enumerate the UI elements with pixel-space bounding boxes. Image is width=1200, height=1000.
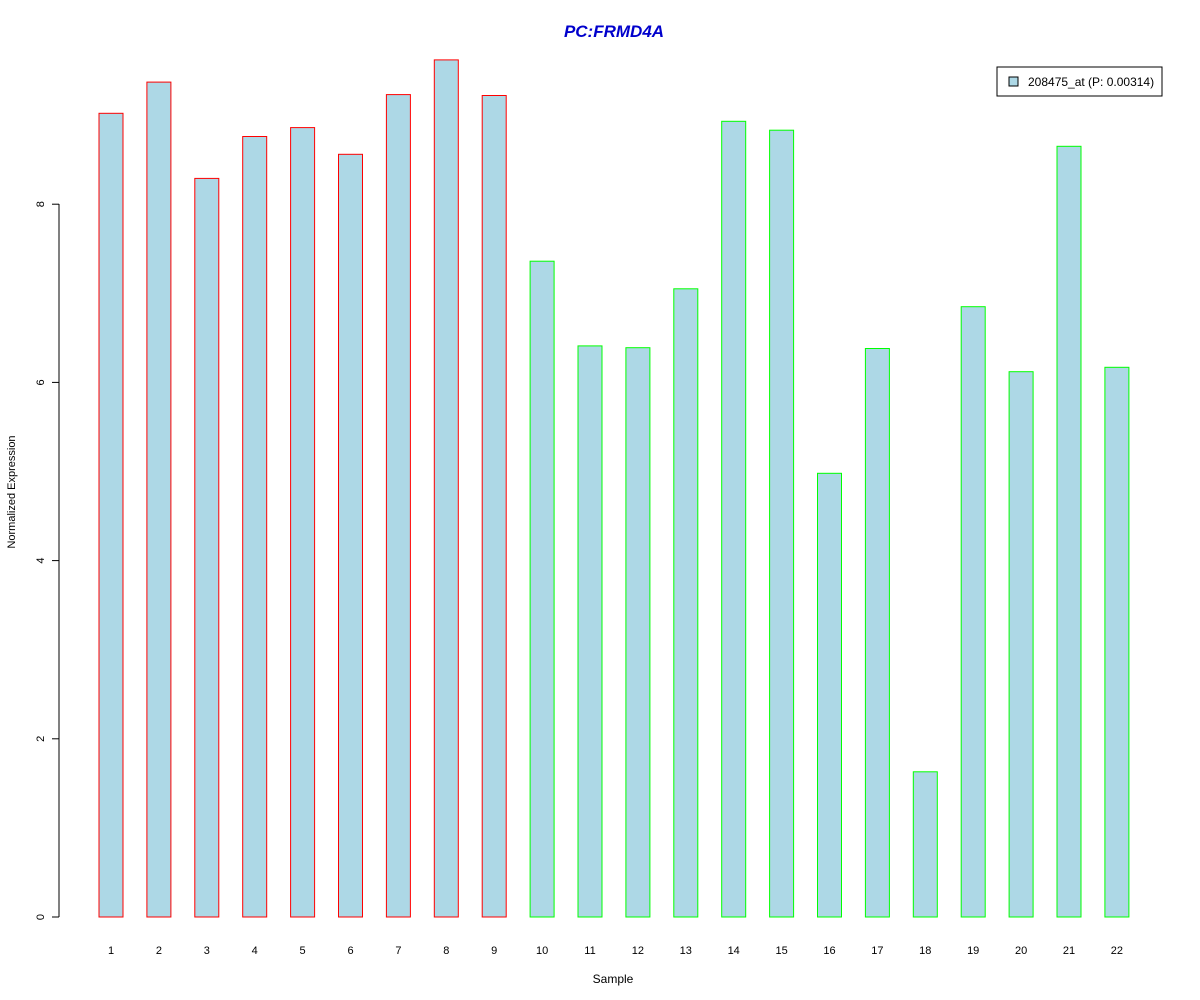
x-tick-label: 12 <box>632 945 644 957</box>
bar-sample-10 <box>529 260 555 918</box>
y-axis-label: Normalized Expression <box>6 435 18 548</box>
x-tick-label: 18 <box>919 945 931 957</box>
legend-label: 208475_at (P: 0.00314) <box>1028 75 1154 89</box>
bar-sample-5 <box>290 127 316 918</box>
x-tick-label: 8 <box>443 945 449 957</box>
bar-sample-3 <box>194 177 220 918</box>
y-ticks: 0 2 4 6 8 <box>35 201 59 920</box>
bar-sample-12 <box>625 347 651 918</box>
legend-swatch <box>1008 76 1019 87</box>
bar-sample-13 <box>673 288 699 918</box>
x-tick-label: 22 <box>1111 945 1123 957</box>
x-tick-label: 5 <box>300 945 306 957</box>
bar-sample-8 <box>433 59 459 918</box>
y-tick-label: 6 <box>35 379 47 385</box>
chart-title: PC:FRMD4A <box>564 22 664 41</box>
x-tick-label: 21 <box>1063 945 1075 957</box>
x-tick-label: 13 <box>680 945 692 957</box>
y-tick-label: 0 <box>35 914 47 920</box>
bar-sample-21 <box>1056 145 1082 918</box>
x-tick-label: 6 <box>347 945 353 957</box>
bar-sample-7 <box>385 94 411 918</box>
bar-sample-19 <box>960 306 986 918</box>
x-tick-label: 7 <box>395 945 401 957</box>
x-axis-label: Sample <box>593 972 634 986</box>
legend: 208475_at (P: 0.00314) <box>996 66 1163 97</box>
x-tick-label: 11 <box>584 945 595 957</box>
x-tick-label: 10 <box>536 945 548 957</box>
x-tick-label: 1 <box>108 945 114 957</box>
x-tick-label: 19 <box>967 945 979 957</box>
bar-sample-14 <box>721 120 747 918</box>
x-tick-label: 9 <box>491 945 497 957</box>
x-tick-label: 15 <box>775 945 787 957</box>
bar-sample-11 <box>577 345 603 918</box>
bar-sample-20 <box>1008 371 1034 918</box>
x-tick-label: 16 <box>823 945 835 957</box>
x-tick-label: 2 <box>156 945 162 957</box>
x-tick-label: 4 <box>252 945 258 957</box>
bar-sample-15 <box>769 129 795 918</box>
y-tick-label: 4 <box>35 558 47 564</box>
bar-sample-16 <box>817 472 842 918</box>
y-tick-label: 2 <box>35 736 47 742</box>
x-tick-labels: 1 2 3 4 5 6 7 8 9 10 11 12 13 14 15 16 17 18 19 20 21 22 <box>108 945 1123 957</box>
x-tick-label: 3 <box>204 945 210 957</box>
bar-sample-1 <box>98 112 124 918</box>
bar-sample-17 <box>864 348 890 918</box>
bars <box>98 59 1130 918</box>
bar-sample-9 <box>481 95 507 918</box>
legend-box <box>996 66 1163 97</box>
bar-sample-4 <box>242 136 268 918</box>
bar-sample-6 <box>338 153 363 918</box>
y-axis: 0 2 4 6 8 <box>35 201 60 920</box>
bar-sample-2 <box>146 81 172 918</box>
bar-sample-22 <box>1104 366 1130 918</box>
x-tick-label: 20 <box>1015 945 1027 957</box>
x-tick-label: 14 <box>728 945 740 957</box>
y-tick-label: 8 <box>35 201 47 207</box>
x-tick-label: 17 <box>871 945 883 957</box>
bar-sample-18 <box>912 771 938 918</box>
